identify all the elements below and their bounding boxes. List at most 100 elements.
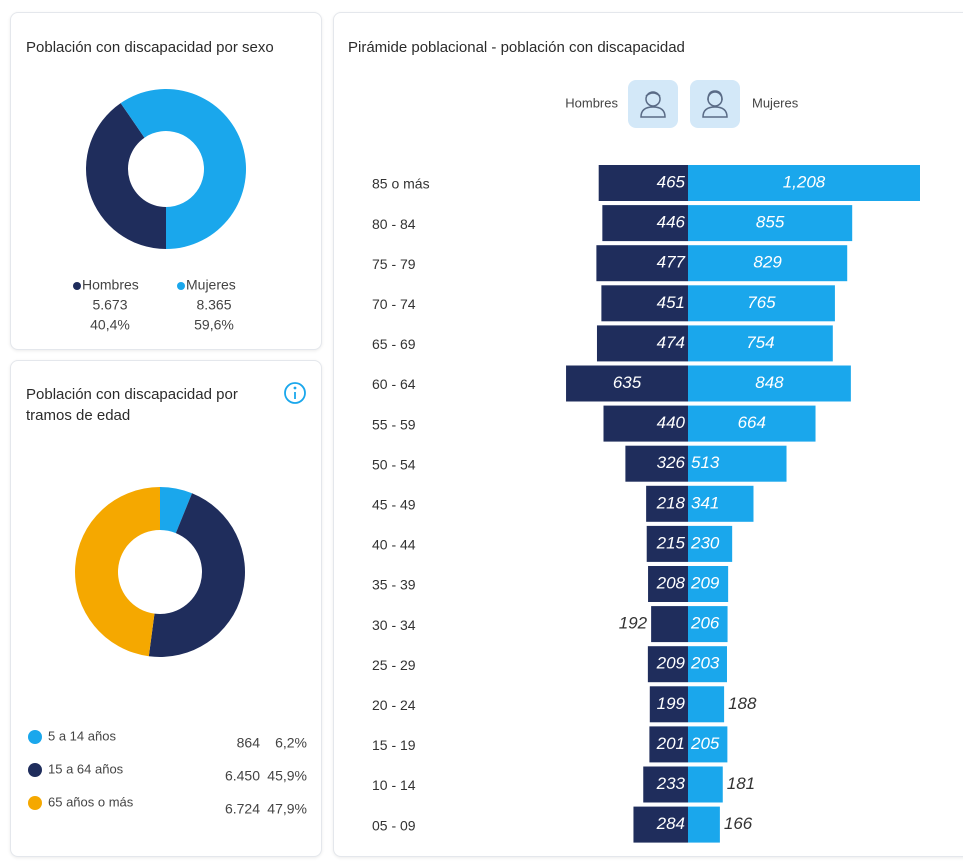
y-tick-label: 15 - 19: [372, 737, 416, 753]
data-label: 765: [747, 293, 776, 312]
bar: [688, 806, 720, 843]
legend-marker: [28, 796, 42, 810]
data-label: 205: [690, 734, 720, 753]
bar: [625, 445, 688, 482]
data-label: 230: [690, 533, 720, 552]
data-label: 1,208: [783, 172, 826, 191]
card-sex: [10, 12, 322, 350]
bar: [596, 325, 688, 362]
bar: [688, 165, 920, 201]
data-label: 451: [657, 293, 685, 312]
data-label: 203: [690, 654, 720, 673]
info-icon[interactable]: [284, 382, 306, 404]
data-label: 166: [724, 814, 753, 833]
y-tick-label: 50 - 54: [372, 456, 416, 472]
y-tick-label: 80 - 84: [372, 216, 416, 232]
bar: [601, 285, 688, 322]
legend-label: 65 años o más: [48, 794, 134, 809]
data-label: 474: [657, 333, 685, 352]
data-label: 513: [691, 453, 720, 472]
bar: [688, 445, 787, 482]
bar: [643, 766, 688, 803]
bar: [688, 405, 816, 442]
legend-marker: [28, 730, 42, 744]
legend-label: Mujeres: [752, 95, 799, 110]
legend-value: 8.365: [196, 297, 231, 313]
bar: [688, 365, 851, 402]
icon-men: [640, 91, 666, 118]
data-label: 215: [656, 533, 686, 552]
data-label: 284: [656, 814, 685, 833]
bar: [688, 566, 729, 602]
legend-label: Mujeres: [186, 277, 236, 293]
chart-title: Población con discapacidad por tramos de…: [26, 386, 238, 424]
legend-label: 5 a 14 años: [48, 728, 116, 743]
data-label: 209: [656, 654, 686, 673]
y-tick-label: 25 - 29: [372, 657, 416, 673]
legend-label: Hombres: [565, 95, 618, 110]
y-tick-label: 10 - 14: [372, 777, 416, 793]
data-label: 341: [691, 493, 719, 512]
bar: [633, 806, 688, 843]
legend-marker: [177, 282, 185, 290]
data-label: 477: [657, 253, 686, 272]
data-label: 201: [656, 734, 685, 753]
data-label: 446: [657, 213, 686, 232]
bar: [688, 686, 725, 723]
y-tick-label: 45 - 49: [372, 497, 416, 513]
data-label: 754: [746, 333, 774, 352]
bar: [647, 646, 688, 683]
y-tick-label: 20 - 24: [372, 697, 416, 713]
data-label: 664: [738, 413, 766, 432]
legend-value: 864: [237, 735, 261, 751]
data-label: 192: [619, 614, 648, 633]
data-label: 209: [690, 573, 720, 592]
card-age: [10, 360, 322, 857]
bar: [646, 485, 688, 522]
donut-slice: [120, 88, 247, 249]
donut-slice: [75, 487, 160, 657]
bar: [566, 365, 688, 402]
bar: [598, 165, 688, 201]
data-label: 829: [753, 253, 782, 272]
data-label: 206: [690, 614, 720, 633]
legend-value: 5.673: [92, 297, 127, 313]
chart-title: Pirámide poblacional - población con dis…: [348, 39, 685, 56]
y-tick-label: 70 - 74: [372, 296, 416, 312]
bar: [602, 205, 688, 242]
bar: [688, 646, 727, 683]
bar: [688, 606, 728, 643]
data-label: 465: [657, 172, 686, 191]
y-tick-label: 75 - 79: [372, 256, 416, 272]
data-label: 208: [656, 573, 686, 592]
donut-slice: [86, 103, 166, 249]
icon-women-box: [690, 80, 740, 128]
y-tick-label: 05 - 09: [372, 817, 416, 833]
donut-slice: [148, 493, 245, 657]
y-tick-label: 60 - 64: [372, 376, 416, 392]
legend-share: 6,2%: [275, 735, 307, 751]
bar: [603, 405, 688, 442]
bar: [651, 606, 688, 643]
data-label: 233: [656, 774, 686, 793]
icon-women: [702, 90, 728, 118]
legend-marker: [73, 282, 81, 290]
chart-title: Población con discapacidad por sexo: [26, 39, 274, 56]
legend-value: 6.450: [225, 768, 260, 784]
data-label: 181: [727, 774, 755, 793]
bar: [688, 325, 833, 362]
legend-share: 59,6%: [194, 317, 234, 333]
data-label: 635: [613, 373, 642, 392]
y-tick-label: 55 - 59: [372, 416, 416, 432]
bar: [688, 205, 853, 242]
legend-value: 6.724: [225, 801, 260, 817]
data-label: 188: [728, 694, 757, 713]
bar: [646, 525, 688, 562]
data-label: 440: [657, 413, 686, 432]
legend-label: Hombres: [82, 277, 139, 293]
bar: [648, 566, 688, 602]
bar: [688, 245, 848, 282]
data-label: 326: [657, 453, 686, 472]
